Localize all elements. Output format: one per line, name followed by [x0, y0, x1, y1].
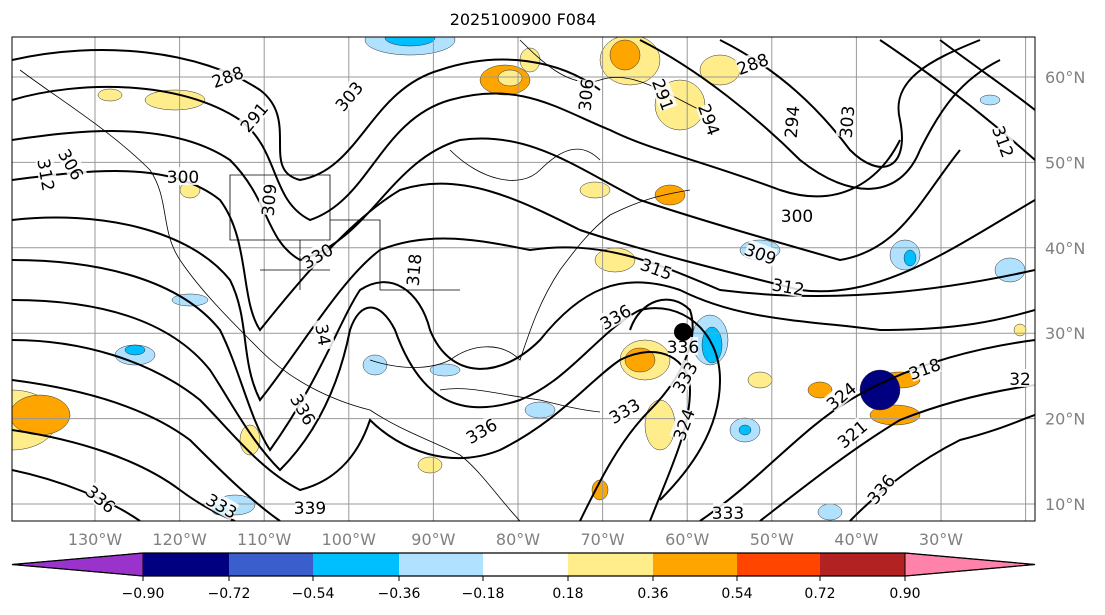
- colorbar-segment: [568, 553, 653, 576]
- latitude-label: 50°N: [1045, 153, 1085, 172]
- shaded-region: [1013, 323, 1027, 337]
- shaded-region: [594, 247, 636, 273]
- shaded-region: [654, 184, 686, 206]
- contour-label: 336: [667, 338, 699, 358]
- map-frame: [11, 36, 1036, 522]
- shaded-region: [417, 456, 443, 474]
- colorbar-segment: [143, 553, 229, 576]
- latitude-label: 20°N: [1045, 410, 1085, 429]
- colorbar-tick-label: −0.54: [292, 586, 335, 602]
- colorbar-tick-label: 0.54: [721, 586, 752, 602]
- shaded-region: [817, 503, 843, 521]
- colorbar-segment: [653, 553, 737, 576]
- longitude-label: 130°W: [68, 530, 123, 549]
- latitude-label: 60°N: [1045, 68, 1085, 87]
- colorbar-tick-label: 0.18: [552, 586, 583, 602]
- shaded-region: [747, 371, 773, 389]
- colorbar-extend-max: [904, 552, 1036, 577]
- latitude-label: 30°N: [1045, 324, 1085, 343]
- latitude-label: 40°N: [1045, 239, 1085, 258]
- shaded-region: [171, 293, 209, 307]
- shaded-region: [97, 88, 123, 102]
- shaded-region: [903, 249, 917, 267]
- colorbar-segment: [399, 553, 483, 576]
- shaded-region: [738, 424, 752, 436]
- shaded-region: [979, 94, 1001, 106]
- shaded-region: [579, 181, 611, 199]
- colorbar-tick-label: −0.90: [122, 586, 165, 602]
- colorbar-segment: [737, 553, 820, 576]
- contour-label: 306: [576, 78, 599, 112]
- shaded-region: [362, 354, 388, 376]
- colorbar-extend-min: [11, 552, 144, 577]
- longitude-labels: 130°W 120°W 110°W 100°W 90°W 80°W 70°W 60°W 50°W…: [68, 530, 963, 549]
- latitude-label: 10°N: [1045, 495, 1085, 514]
- contour-label: 300: [167, 168, 199, 188]
- map-background: [12, 37, 1035, 521]
- shaded-region: [239, 424, 261, 456]
- longitude-label: 60°W: [665, 530, 709, 549]
- longitude-label: 50°W: [750, 530, 794, 549]
- shaded-region: [124, 344, 146, 356]
- longitude-label: 90°W: [411, 530, 455, 549]
- longitude-label: 110°W: [237, 530, 292, 549]
- latitude-labels: 60°N 50°N 40°N 30°N 20°N 10°N: [1045, 68, 1085, 514]
- longitude-label: 100°W: [322, 530, 377, 549]
- contour-label: 300: [781, 207, 813, 227]
- colorbar-segment: [229, 553, 313, 576]
- longitude-label: 40°W: [834, 530, 878, 549]
- shaded-region: [12, 394, 71, 436]
- shaded-region: [429, 363, 461, 377]
- gridlines: [12, 37, 1035, 521]
- longitude-label: 30°W: [919, 530, 963, 549]
- shaded-region: [609, 39, 641, 71]
- contour-label: 303: [837, 105, 860, 139]
- colorbar-tick-label: 0.72: [804, 586, 835, 602]
- shaded-region: [994, 257, 1026, 283]
- shaded-region: [524, 401, 556, 419]
- contour-label: 333: [712, 504, 744, 524]
- colorbar-tick-label: 0.90: [889, 586, 920, 602]
- colorbar-segment: [483, 553, 568, 576]
- longitude-label: 70°W: [581, 530, 625, 549]
- colorbar-tick-label: −0.72: [208, 586, 251, 602]
- contour-label: 318: [404, 253, 427, 287]
- contour-label: 294: [782, 105, 805, 139]
- shaded-region: [807, 381, 833, 399]
- storm-marker-dot: [674, 323, 692, 341]
- longitude-label: 120°W: [152, 530, 207, 549]
- figure-title: 2025100900 F084: [450, 10, 597, 29]
- colorbar: −0.90 −0.72 −0.54 −0.36 −0.18 0.18 0.36 0.54 0.7…: [11, 552, 1036, 602]
- contour-label: 309: [259, 183, 282, 217]
- colorbar-tick-label: 0.36: [637, 586, 668, 602]
- longitude-label: 80°W: [496, 530, 540, 549]
- contour-label: 339: [294, 499, 326, 519]
- colorbar-tick-label: −0.36: [378, 586, 421, 602]
- contour-label: 34: [310, 323, 333, 348]
- shaded-region: [644, 399, 676, 451]
- shaded-region: [497, 69, 523, 87]
- colorbar-segment: [820, 553, 905, 576]
- colorbar-tick-label: −0.18: [462, 586, 505, 602]
- colorbar-segment: [313, 553, 399, 576]
- shaded-region: [384, 37, 436, 47]
- contour-label: 32: [1009, 370, 1031, 390]
- shaded-region: [144, 89, 206, 111]
